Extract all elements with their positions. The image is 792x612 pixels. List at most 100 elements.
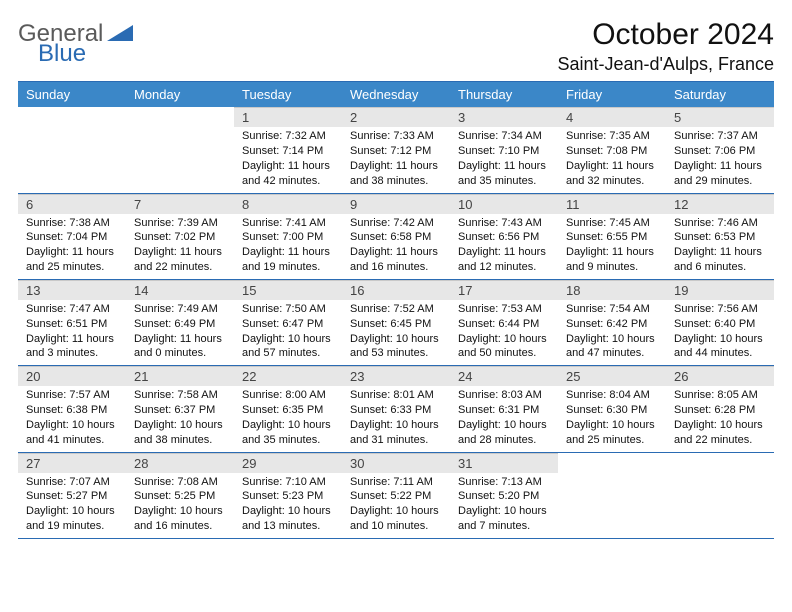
calendar-cell: 7Sunrise: 7:39 AMSunset: 7:02 PMDaylight… (126, 193, 234, 279)
day-details: Sunrise: 7:38 AMSunset: 7:04 PMDaylight:… (18, 214, 126, 279)
day-number: 15 (234, 280, 342, 300)
calendar-cell: 27Sunrise: 7:07 AMSunset: 5:27 PMDayligh… (18, 452, 126, 538)
day-line: and 28 minutes. (458, 433, 550, 448)
title-block: October 2024 Saint-Jean-d'Aulps, France (557, 18, 774, 75)
day-details: Sunrise: 7:08 AMSunset: 5:25 PMDaylight:… (126, 473, 234, 538)
day-line: Sunrise: 7:42 AM (350, 216, 442, 231)
weekday-header: Monday (126, 82, 234, 108)
calendar-cell: 5Sunrise: 7:37 AMSunset: 7:06 PMDaylight… (666, 107, 774, 193)
day-line: Daylight: 10 hours (134, 504, 226, 519)
day-line: Sunrise: 7:57 AM (26, 388, 118, 403)
day-details: Sunrise: 7:42 AMSunset: 6:58 PMDaylight:… (342, 214, 450, 279)
calendar-cell: 22Sunrise: 8:00 AMSunset: 6:35 PMDayligh… (234, 366, 342, 452)
calendar-cell: 8Sunrise: 7:41 AMSunset: 7:00 PMDaylight… (234, 193, 342, 279)
calendar-row: 6Sunrise: 7:38 AMSunset: 7:04 PMDaylight… (18, 193, 774, 279)
day-number: 3 (450, 107, 558, 127)
day-line: Sunrise: 8:03 AM (458, 388, 550, 403)
calendar-cell: 3Sunrise: 7:34 AMSunset: 7:10 PMDaylight… (450, 107, 558, 193)
day-details: Sunrise: 7:10 AMSunset: 5:23 PMDaylight:… (234, 473, 342, 538)
day-line: Sunset: 6:40 PM (674, 317, 766, 332)
day-line: and 32 minutes. (566, 174, 658, 189)
calendar-cell: 18Sunrise: 7:54 AMSunset: 6:42 PMDayligh… (558, 279, 666, 365)
day-details: Sunrise: 7:07 AMSunset: 5:27 PMDaylight:… (18, 473, 126, 538)
day-line: Sunset: 6:35 PM (242, 403, 334, 418)
day-line: Daylight: 10 hours (458, 418, 550, 433)
day-details: Sunrise: 7:46 AMSunset: 6:53 PMDaylight:… (666, 214, 774, 279)
day-line: and 47 minutes. (566, 346, 658, 361)
calendar-cell: 14Sunrise: 7:49 AMSunset: 6:49 PMDayligh… (126, 279, 234, 365)
day-line: Daylight: 10 hours (26, 418, 118, 433)
day-line: Daylight: 10 hours (458, 332, 550, 347)
day-line: and 10 minutes. (350, 519, 442, 534)
day-line: Sunrise: 7:45 AM (566, 216, 658, 231)
calendar-cell: 30Sunrise: 7:11 AMSunset: 5:22 PMDayligh… (342, 452, 450, 538)
day-line: and 38 minutes. (350, 174, 442, 189)
day-line: Sunset: 6:28 PM (674, 403, 766, 418)
day-line: Sunset: 7:12 PM (350, 144, 442, 159)
day-line: Daylight: 10 hours (350, 504, 442, 519)
day-line: Sunset: 6:30 PM (566, 403, 658, 418)
day-line: and 7 minutes. (458, 519, 550, 534)
page-title: October 2024 (557, 18, 774, 52)
day-number: 9 (342, 194, 450, 214)
weekday-header: Sunday (18, 82, 126, 108)
day-number: 2 (342, 107, 450, 127)
day-line: Sunset: 6:47 PM (242, 317, 334, 332)
day-details: Sunrise: 7:34 AMSunset: 7:10 PMDaylight:… (450, 127, 558, 192)
day-line: Sunrise: 7:39 AM (134, 216, 226, 231)
weekday-header: Thursday (450, 82, 558, 108)
day-line: and 16 minutes. (350, 260, 442, 275)
calendar-cell: 12Sunrise: 7:46 AMSunset: 6:53 PMDayligh… (666, 193, 774, 279)
day-line: Daylight: 11 hours (26, 245, 118, 260)
day-line: Sunrise: 7:56 AM (674, 302, 766, 317)
day-number: 11 (558, 194, 666, 214)
day-line: Sunset: 6:49 PM (134, 317, 226, 332)
day-details: Sunrise: 7:57 AMSunset: 6:38 PMDaylight:… (18, 386, 126, 451)
calendar-cell: 13Sunrise: 7:47 AMSunset: 6:51 PMDayligh… (18, 279, 126, 365)
day-line: Sunrise: 7:53 AM (458, 302, 550, 317)
day-line: Daylight: 11 hours (134, 332, 226, 347)
day-line: Sunrise: 7:35 AM (566, 129, 658, 144)
day-details: Sunrise: 7:50 AMSunset: 6:47 PMDaylight:… (234, 300, 342, 365)
day-line: Daylight: 10 hours (566, 332, 658, 347)
day-line: Sunset: 6:58 PM (350, 230, 442, 245)
calendar-cell: 20Sunrise: 7:57 AMSunset: 6:38 PMDayligh… (18, 366, 126, 452)
day-number: 25 (558, 366, 666, 386)
day-number: 23 (342, 366, 450, 386)
day-line: Daylight: 10 hours (674, 418, 766, 433)
day-line: Daylight: 10 hours (458, 504, 550, 519)
day-line: Daylight: 10 hours (350, 332, 442, 347)
day-number: 16 (342, 280, 450, 300)
calendar-table: SundayMondayTuesdayWednesdayThursdayFrid… (18, 81, 774, 539)
day-line: and 41 minutes. (26, 433, 118, 448)
day-details: Sunrise: 7:56 AMSunset: 6:40 PMDaylight:… (666, 300, 774, 365)
calendar-cell: 6Sunrise: 7:38 AMSunset: 7:04 PMDaylight… (18, 193, 126, 279)
day-line: Sunrise: 7:32 AM (242, 129, 334, 144)
day-line: Sunset: 6:37 PM (134, 403, 226, 418)
day-details: Sunrise: 7:33 AMSunset: 7:12 PMDaylight:… (342, 127, 450, 192)
day-line: and 25 minutes. (566, 433, 658, 448)
day-line: Daylight: 11 hours (242, 245, 334, 260)
day-line: Sunset: 5:27 PM (26, 489, 118, 504)
calendar-cell: 29Sunrise: 7:10 AMSunset: 5:23 PMDayligh… (234, 452, 342, 538)
day-number: 8 (234, 194, 342, 214)
day-line: and 50 minutes. (458, 346, 550, 361)
day-line: Sunrise: 8:05 AM (674, 388, 766, 403)
day-line: Sunrise: 7:34 AM (458, 129, 550, 144)
day-details: Sunrise: 7:49 AMSunset: 6:49 PMDaylight:… (126, 300, 234, 365)
calendar-row: 1Sunrise: 7:32 AMSunset: 7:14 PMDaylight… (18, 107, 774, 193)
day-line: Daylight: 11 hours (566, 245, 658, 260)
day-number: 27 (18, 453, 126, 473)
day-line: Daylight: 11 hours (458, 245, 550, 260)
day-line: Sunrise: 7:33 AM (350, 129, 442, 144)
day-details: Sunrise: 7:53 AMSunset: 6:44 PMDaylight:… (450, 300, 558, 365)
day-line: and 19 minutes. (242, 260, 334, 275)
day-line: and 3 minutes. (26, 346, 118, 361)
day-line: Sunset: 7:04 PM (26, 230, 118, 245)
logo: General Blue (18, 22, 133, 66)
day-line: and 9 minutes. (566, 260, 658, 275)
weekday-header-row: SundayMondayTuesdayWednesdayThursdayFrid… (18, 82, 774, 108)
day-line: Sunset: 6:33 PM (350, 403, 442, 418)
day-line: Sunrise: 8:01 AM (350, 388, 442, 403)
calendar-row: 13Sunrise: 7:47 AMSunset: 6:51 PMDayligh… (18, 279, 774, 365)
